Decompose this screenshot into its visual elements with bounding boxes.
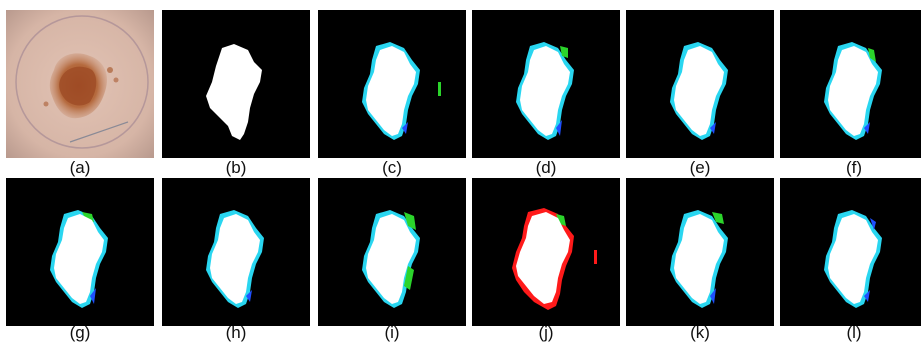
caption-b: (b) — [225, 158, 247, 177]
panel-h — [162, 178, 310, 326]
caption-j: (j) — [538, 323, 554, 342]
panel-a — [6, 10, 154, 158]
caption-c: (c) — [382, 158, 402, 177]
segmentation-overlay-g — [6, 178, 154, 326]
caption-g: (g) — [69, 323, 91, 342]
dermoscopy-image — [6, 10, 154, 158]
panel-g — [6, 178, 154, 326]
panel-f — [780, 10, 921, 158]
segmentation-overlay-d — [472, 10, 620, 158]
caption-i: (i) — [384, 323, 400, 342]
panel-k — [626, 178, 774, 326]
segmentation-overlay-k — [626, 178, 774, 326]
caption-a: (a) — [69, 158, 91, 177]
segmentation-overlay-j — [472, 178, 620, 326]
segmentation-overlay-i — [318, 178, 466, 326]
segmentation-overlay-c — [318, 10, 466, 158]
segmentation-overlay-h — [162, 178, 310, 326]
panel-b — [162, 10, 310, 158]
segmentation-overlay-f — [780, 10, 921, 158]
caption-e: (e) — [689, 158, 711, 177]
caption-l: (l) — [846, 323, 862, 342]
panel-j — [472, 178, 620, 326]
panel-c — [318, 10, 466, 158]
caption-f: (f) — [845, 158, 863, 177]
panel-e — [626, 10, 774, 158]
ground-truth-mask — [162, 10, 310, 158]
panel-d — [472, 10, 620, 158]
caption-h: (h) — [225, 323, 247, 342]
panel-l — [780, 178, 921, 326]
segmentation-overlay-l — [780, 178, 921, 326]
caption-k: (k) — [690, 323, 710, 342]
segmentation-overlay-e — [626, 10, 774, 158]
panel-i — [318, 178, 466, 326]
caption-d: (d) — [535, 158, 557, 177]
